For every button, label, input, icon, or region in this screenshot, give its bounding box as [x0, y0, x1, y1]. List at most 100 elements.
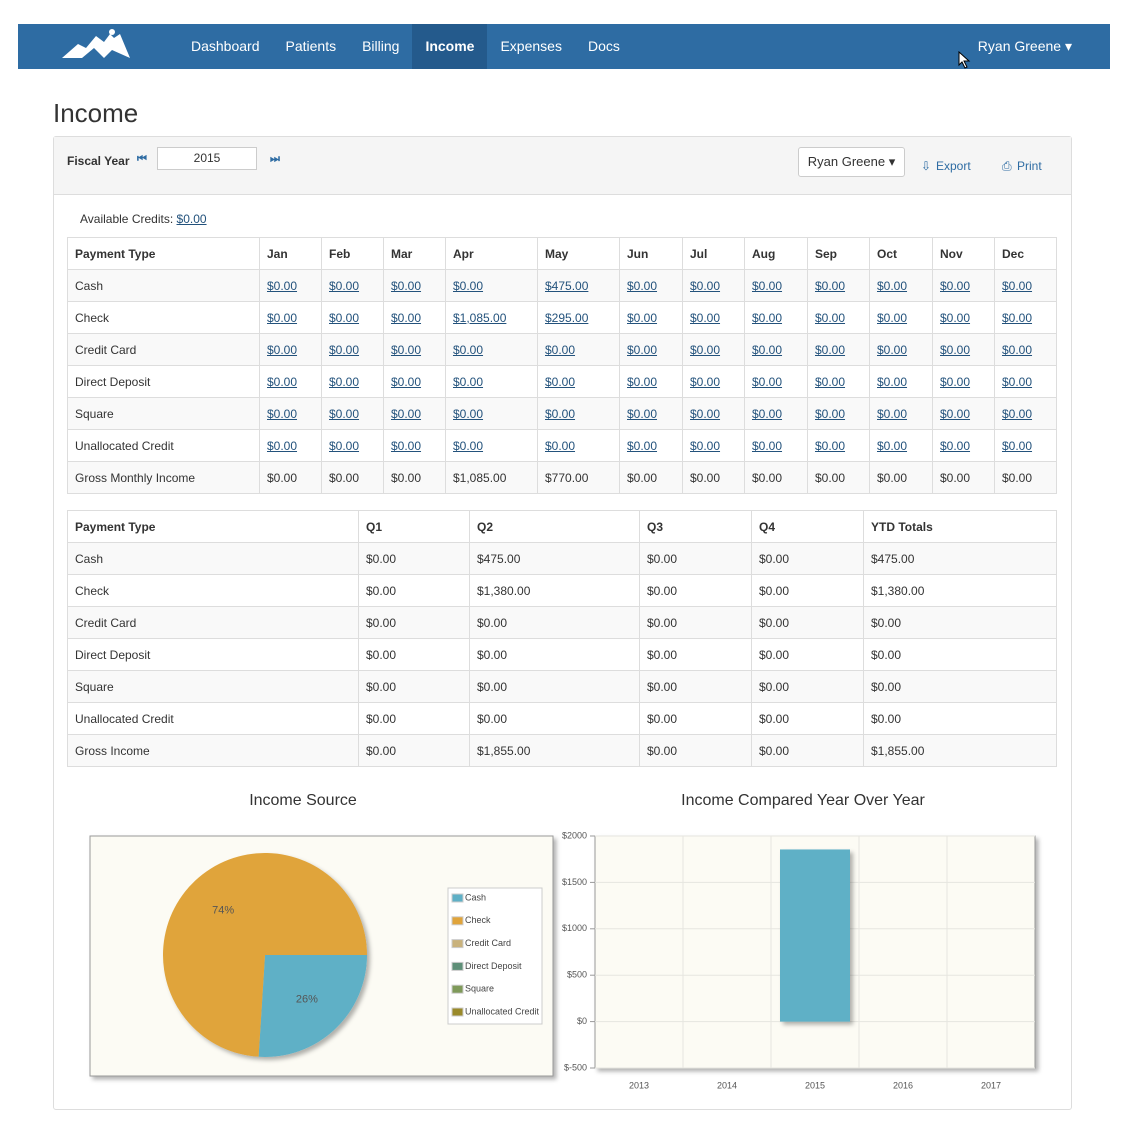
amount-link[interactable]: $0.00: [690, 438, 721, 453]
credits-value[interactable]: $0.00: [176, 212, 207, 226]
amount-link[interactable]: $0.00: [453, 342, 484, 357]
amount-link[interactable]: $0.00: [815, 310, 846, 325]
cell: $0.00: [383, 333, 446, 366]
amount-link[interactable]: $0.00: [545, 342, 576, 357]
amount-link[interactable]: $0.00: [815, 278, 846, 293]
amount-link[interactable]: $0.00: [453, 438, 484, 453]
amount-link[interactable]: $0.00: [940, 310, 971, 325]
charts: Income Source 26% 74% Cash Check Credit Card D…: [89, 792, 1036, 1090]
user-menu[interactable]: Ryan Greene ▾: [977, 38, 1072, 54]
logo[interactable]: [60, 28, 132, 64]
amount-link[interactable]: $0.00: [877, 406, 908, 421]
amount-link[interactable]: $1,085.00: [453, 310, 507, 325]
amount-link[interactable]: $0.00: [391, 278, 422, 293]
amount-link[interactable]: $0.00: [815, 406, 846, 421]
nav-item[interactable]: Patients: [285, 38, 337, 54]
amount-link[interactable]: $0.00: [391, 406, 422, 421]
amount-link[interactable]: $0.00: [940, 278, 971, 293]
amount-link[interactable]: $0.00: [815, 374, 846, 389]
amount-link[interactable]: $0.00: [453, 406, 484, 421]
header-row: Payment Type Jan Feb Mar Apr May Jun Jul Aug Sep O…: [67, 237, 1057, 270]
export-icon[interactable]: ⇩: [921, 159, 932, 173]
amount-link[interactable]: $0.00: [329, 406, 360, 421]
nav-item[interactable]: Billing: [362, 38, 400, 54]
amount-link[interactable]: $0.00: [690, 342, 721, 357]
amount-link[interactable]: $0.00: [627, 342, 658, 357]
amount-link[interactable]: $0.00: [877, 310, 908, 325]
amount-link[interactable]: $475.00: [545, 278, 589, 293]
amount-link[interactable]: $0.00: [627, 374, 658, 389]
amount-link[interactable]: $0.00: [329, 278, 360, 293]
amount-link[interactable]: $0.00: [815, 438, 846, 453]
amount-link[interactable]: $0.00: [627, 310, 658, 325]
amount-link[interactable]: $0.00: [1002, 406, 1033, 421]
amount-link[interactable]: $0.00: [627, 278, 658, 293]
amount-link[interactable]: $0.00: [752, 310, 783, 325]
next-year[interactable]: ⏭: [270, 153, 280, 165]
user-dropdown-label[interactable]: Ryan Greene: [807, 154, 886, 169]
amount-link[interactable]: $0.00: [391, 310, 422, 325]
amount-link[interactable]: $0.00: [690, 406, 721, 421]
amount-link[interactable]: $0.00: [940, 406, 971, 421]
amount-link[interactable]: $0.00: [545, 438, 576, 453]
print-button[interactable]: Print: [1017, 159, 1042, 173]
amount-link[interactable]: $0.00: [545, 374, 576, 389]
amount-link[interactable]: $0.00: [267, 406, 298, 421]
prev-year[interactable]: ⏮: [137, 153, 147, 165]
amount-link[interactable]: $0.00: [877, 438, 908, 453]
amount-link[interactable]: $0.00: [815, 342, 846, 357]
amount-link[interactable]: $0.00: [690, 310, 721, 325]
amount-link[interactable]: $0.00: [1002, 310, 1033, 325]
amount-link[interactable]: $295.00: [545, 310, 589, 325]
user-name[interactable]: Ryan Greene: [977, 38, 1062, 54]
amount-link[interactable]: $0.00: [690, 374, 721, 389]
amount-link[interactable]: $0.00: [267, 342, 298, 357]
amount-link[interactable]: $0.00: [391, 438, 422, 453]
amount-link[interactable]: $0.00: [1002, 342, 1033, 357]
amount-link[interactable]: $0.00: [940, 374, 971, 389]
amount-link[interactable]: $0.00: [453, 278, 484, 293]
cell: $0.00: [744, 301, 808, 334]
amount-link[interactable]: $0.00: [877, 374, 908, 389]
amount-link[interactable]: $0.00: [267, 310, 298, 325]
amount-link[interactable]: $0.00: [329, 374, 360, 389]
amount-link[interactable]: $0.00: [1002, 438, 1033, 453]
user-dropdown[interactable]: Ryan Greene ▾: [798, 147, 905, 177]
cell: $0.00: [619, 397, 683, 430]
amount-link[interactable]: $0.00: [1002, 278, 1033, 293]
amount-link[interactable]: $0.00: [391, 374, 422, 389]
cell: $0.00: [358, 670, 470, 703]
amount-link[interactable]: $0.00: [267, 438, 298, 453]
amount-link[interactable]: $0.00: [752, 438, 783, 453]
row: Gross Monthly Income $0.00 $0.00 $0.00 $1,08…: [67, 461, 1057, 494]
nav-item[interactable]: Dashboard: [191, 38, 260, 54]
amount-link[interactable]: $0.00: [453, 374, 484, 389]
year-input[interactable]: 2015: [157, 147, 257, 170]
amount-link[interactable]: $0.00: [329, 310, 360, 325]
header-cell: Apr: [445, 237, 538, 270]
amount-link[interactable]: $0.00: [940, 342, 971, 357]
amount-link[interactable]: $0.00: [329, 342, 360, 357]
nav-item[interactable]: Docs: [587, 38, 620, 54]
amount-link[interactable]: $0.00: [1002, 374, 1033, 389]
nav-item[interactable]: Expenses: [500, 38, 562, 54]
export-button[interactable]: Export: [936, 159, 971, 173]
amount-link[interactable]: $0.00: [329, 438, 360, 453]
amount-link[interactable]: $0.00: [545, 406, 576, 421]
amount-link[interactable]: $0.00: [752, 278, 783, 293]
amount-link[interactable]: $0.00: [940, 438, 971, 453]
amount-link[interactable]: $0.00: [877, 278, 908, 293]
amount-link[interactable]: $0.00: [267, 278, 298, 293]
amount-link[interactable]: $0.00: [752, 374, 783, 389]
amount-link[interactable]: $0.00: [752, 406, 783, 421]
amount-link[interactable]: $0.00: [877, 342, 908, 357]
amount-link[interactable]: $0.00: [752, 342, 783, 357]
cell: $0.00: [744, 333, 808, 366]
print-icon[interactable]: ⎙: [1002, 159, 1012, 173]
nav-item[interactable]: Income: [412, 24, 488, 69]
amount-link[interactable]: $0.00: [267, 374, 298, 389]
amount-link[interactable]: $0.00: [627, 438, 658, 453]
amount-link[interactable]: $0.00: [690, 278, 721, 293]
amount-link[interactable]: $0.00: [627, 406, 658, 421]
amount-link[interactable]: $0.00: [391, 342, 422, 357]
